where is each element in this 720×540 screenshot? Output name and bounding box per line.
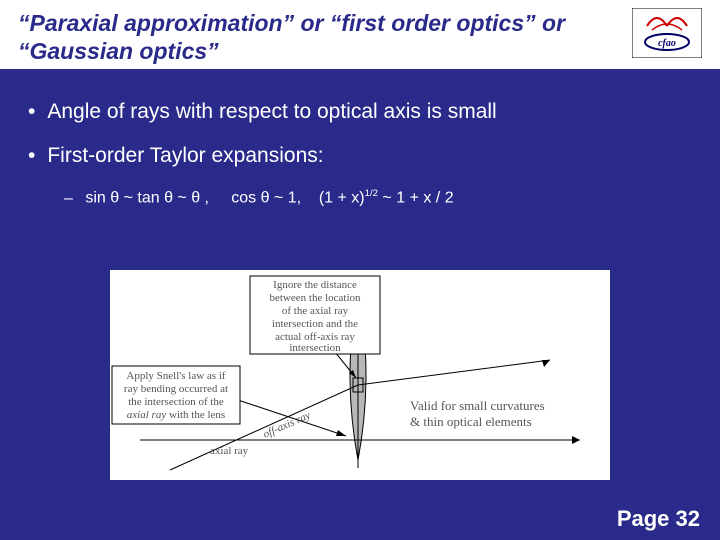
svg-text:axial ray with the lens: axial ray with the lens: [127, 409, 225, 421]
bullet-item: • First-order Taylor expansions:: [28, 144, 692, 168]
svg-text:the intersection of the: the intersection of the: [128, 396, 224, 408]
bullet-text: Angle of rays with respect to optical ax…: [47, 100, 496, 124]
slide-title: “Paraxial approximation” or “first order…: [18, 10, 702, 65]
sub-dash: –: [64, 190, 73, 207]
svg-text:ray bending occurred at: ray bending occurred at: [124, 383, 228, 395]
svg-text:cfao: cfao: [658, 38, 676, 49]
expansion-cos: cos θ ~ 1,: [231, 190, 301, 207]
svg-text:of the axial ray: of the axial ray: [282, 305, 349, 317]
svg-text:between the location: between the location: [269, 292, 361, 304]
bullet-dot: •: [28, 144, 35, 168]
svg-text:Ignore the distance: Ignore the distance: [273, 279, 357, 291]
svg-text:intersection: intersection: [289, 342, 341, 354]
expansion-sqrt-exp: 1/2: [365, 188, 378, 199]
expansion-sqrt-rhs: ~ 1 + x / 2: [378, 190, 454, 207]
svg-text:Apply Snell's law as if: Apply Snell's law as if: [126, 370, 225, 382]
svg-text:& thin optical elements: & thin optical elements: [410, 414, 532, 429]
cfao-logo: cfao: [632, 8, 702, 58]
expansion-sqrt-lhs: (1 + x): [319, 190, 365, 207]
bullet-text: First-order Taylor expansions:: [47, 144, 323, 168]
svg-text:axial ray: axial ray: [210, 445, 249, 457]
page-number: Page 32: [617, 506, 700, 532]
paraxial-diagram: Ignore the distance between the location…: [110, 270, 610, 480]
svg-text:intersection and the: intersection and the: [272, 318, 358, 330]
bullet-item: • Angle of rays with respect to optical …: [28, 100, 692, 124]
bullet-dot: •: [28, 100, 35, 124]
slide-body: • Angle of rays with respect to optical …: [0, 76, 720, 207]
svg-text:Valid for small curvatures: Valid for small curvatures: [410, 398, 545, 413]
slide-header: “Paraxial approximation” or “first order…: [0, 0, 720, 69]
expansion-sin: sin θ ~ tan θ ~ θ ,: [85, 190, 209, 207]
sub-bullet: – sin θ ~ tan θ ~ θ , cos θ ~ 1, (1 + x)…: [64, 188, 692, 207]
